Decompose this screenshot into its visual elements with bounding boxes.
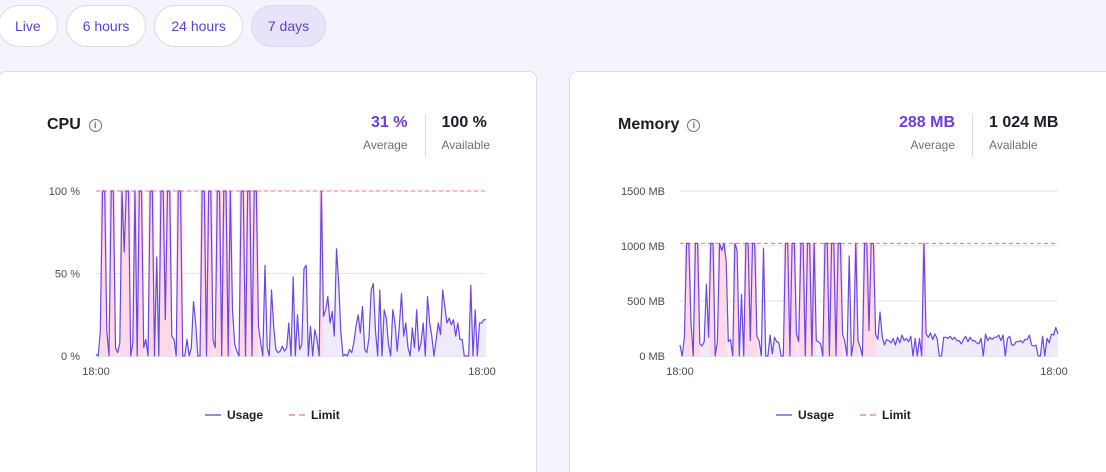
range-live-button[interactable]: Live xyxy=(0,5,58,47)
legend-limit[interactable]: Limit xyxy=(289,408,340,422)
svg-text:0 %: 0 % xyxy=(61,351,80,363)
legend-usage[interactable]: Usage xyxy=(205,408,263,422)
memory-available-label: Available xyxy=(989,138,1038,152)
limit-dash-swatch-icon xyxy=(860,414,877,416)
legend-usage[interactable]: Usage xyxy=(776,408,834,422)
usage-line-swatch-icon xyxy=(776,414,792,416)
svg-text:1500 MB: 1500 MB xyxy=(621,186,665,198)
cpu-usage-chart[interactable]: 0 % 50 % 100 % 18:00 18:00 xyxy=(0,72,538,402)
cpu-average-label: Average xyxy=(363,138,408,152)
legend-usage-label: Usage xyxy=(798,408,835,422)
memory-legend: Usage Limit xyxy=(776,408,911,422)
range-24-hours-button[interactable]: 24 hours xyxy=(154,5,243,47)
svg-text:1000 MB: 1000 MB xyxy=(621,241,665,253)
svg-text:18:00: 18:00 xyxy=(1040,366,1068,378)
time-range-selector: Live 6 hours 24 hours 7 days xyxy=(0,5,327,47)
memory-average-stat: 288 MB Average xyxy=(899,114,974,157)
svg-text:18:00: 18:00 xyxy=(82,366,110,378)
svg-text:50 %: 50 % xyxy=(55,269,80,281)
memory-average-value: 288 MB xyxy=(899,114,956,131)
cpu-average-stat: 31 % Average xyxy=(363,114,426,157)
cpu-stats: 31 % Average 100 % Available xyxy=(363,114,490,157)
cpu-title-text: CPU xyxy=(47,116,81,133)
legend-usage-label: Usage xyxy=(227,408,264,422)
cpu-average-value: 31 % xyxy=(371,114,408,131)
cpu-available-label: Available xyxy=(441,138,490,152)
svg-text:18:00: 18:00 xyxy=(468,366,496,378)
memory-available-stat: 1 024 MB Available xyxy=(973,114,1058,157)
memory-available-value: 1 024 MB xyxy=(989,114,1059,131)
range-6-hours-button[interactable]: 6 hours xyxy=(65,5,147,47)
memory-title-text: Memory xyxy=(618,116,680,133)
cpu-legend: Usage Limit xyxy=(205,408,340,422)
svg-text:18:00: 18:00 xyxy=(666,366,694,378)
info-icon[interactable]: i xyxy=(88,118,102,132)
svg-text:100 %: 100 % xyxy=(49,186,80,198)
info-icon[interactable]: i xyxy=(687,118,701,132)
legend-limit-label: Limit xyxy=(882,408,911,422)
memory-usage-chart[interactable]: 0 MB 500 MB 1000 MB 1500 MB 18:00 18:00 xyxy=(570,72,1106,402)
cpu-title: CPU i xyxy=(47,116,102,134)
cpu-available-value: 100 % xyxy=(441,114,487,131)
legend-limit-label: Limit xyxy=(311,408,340,422)
limit-dash-swatch-icon xyxy=(289,414,306,416)
memory-average-label: Average xyxy=(910,138,956,152)
memory-card: Memory i 288 MB Average 1 024 MB Availab… xyxy=(569,71,1106,472)
legend-limit[interactable]: Limit xyxy=(860,408,911,422)
memory-stats: 288 MB Average 1 024 MB Available xyxy=(899,114,1058,157)
memory-title: Memory i xyxy=(618,116,701,134)
svg-text:0 MB: 0 MB xyxy=(639,351,665,363)
range-7-days-button[interactable]: 7 days xyxy=(250,5,327,47)
cpu-card: CPU i 31 % Average 100 % Available 0 % 50… xyxy=(0,71,537,472)
usage-line-swatch-icon xyxy=(205,414,221,416)
svg-text:500 MB: 500 MB xyxy=(627,296,665,308)
cpu-available-stat: 100 % Available xyxy=(426,114,490,157)
